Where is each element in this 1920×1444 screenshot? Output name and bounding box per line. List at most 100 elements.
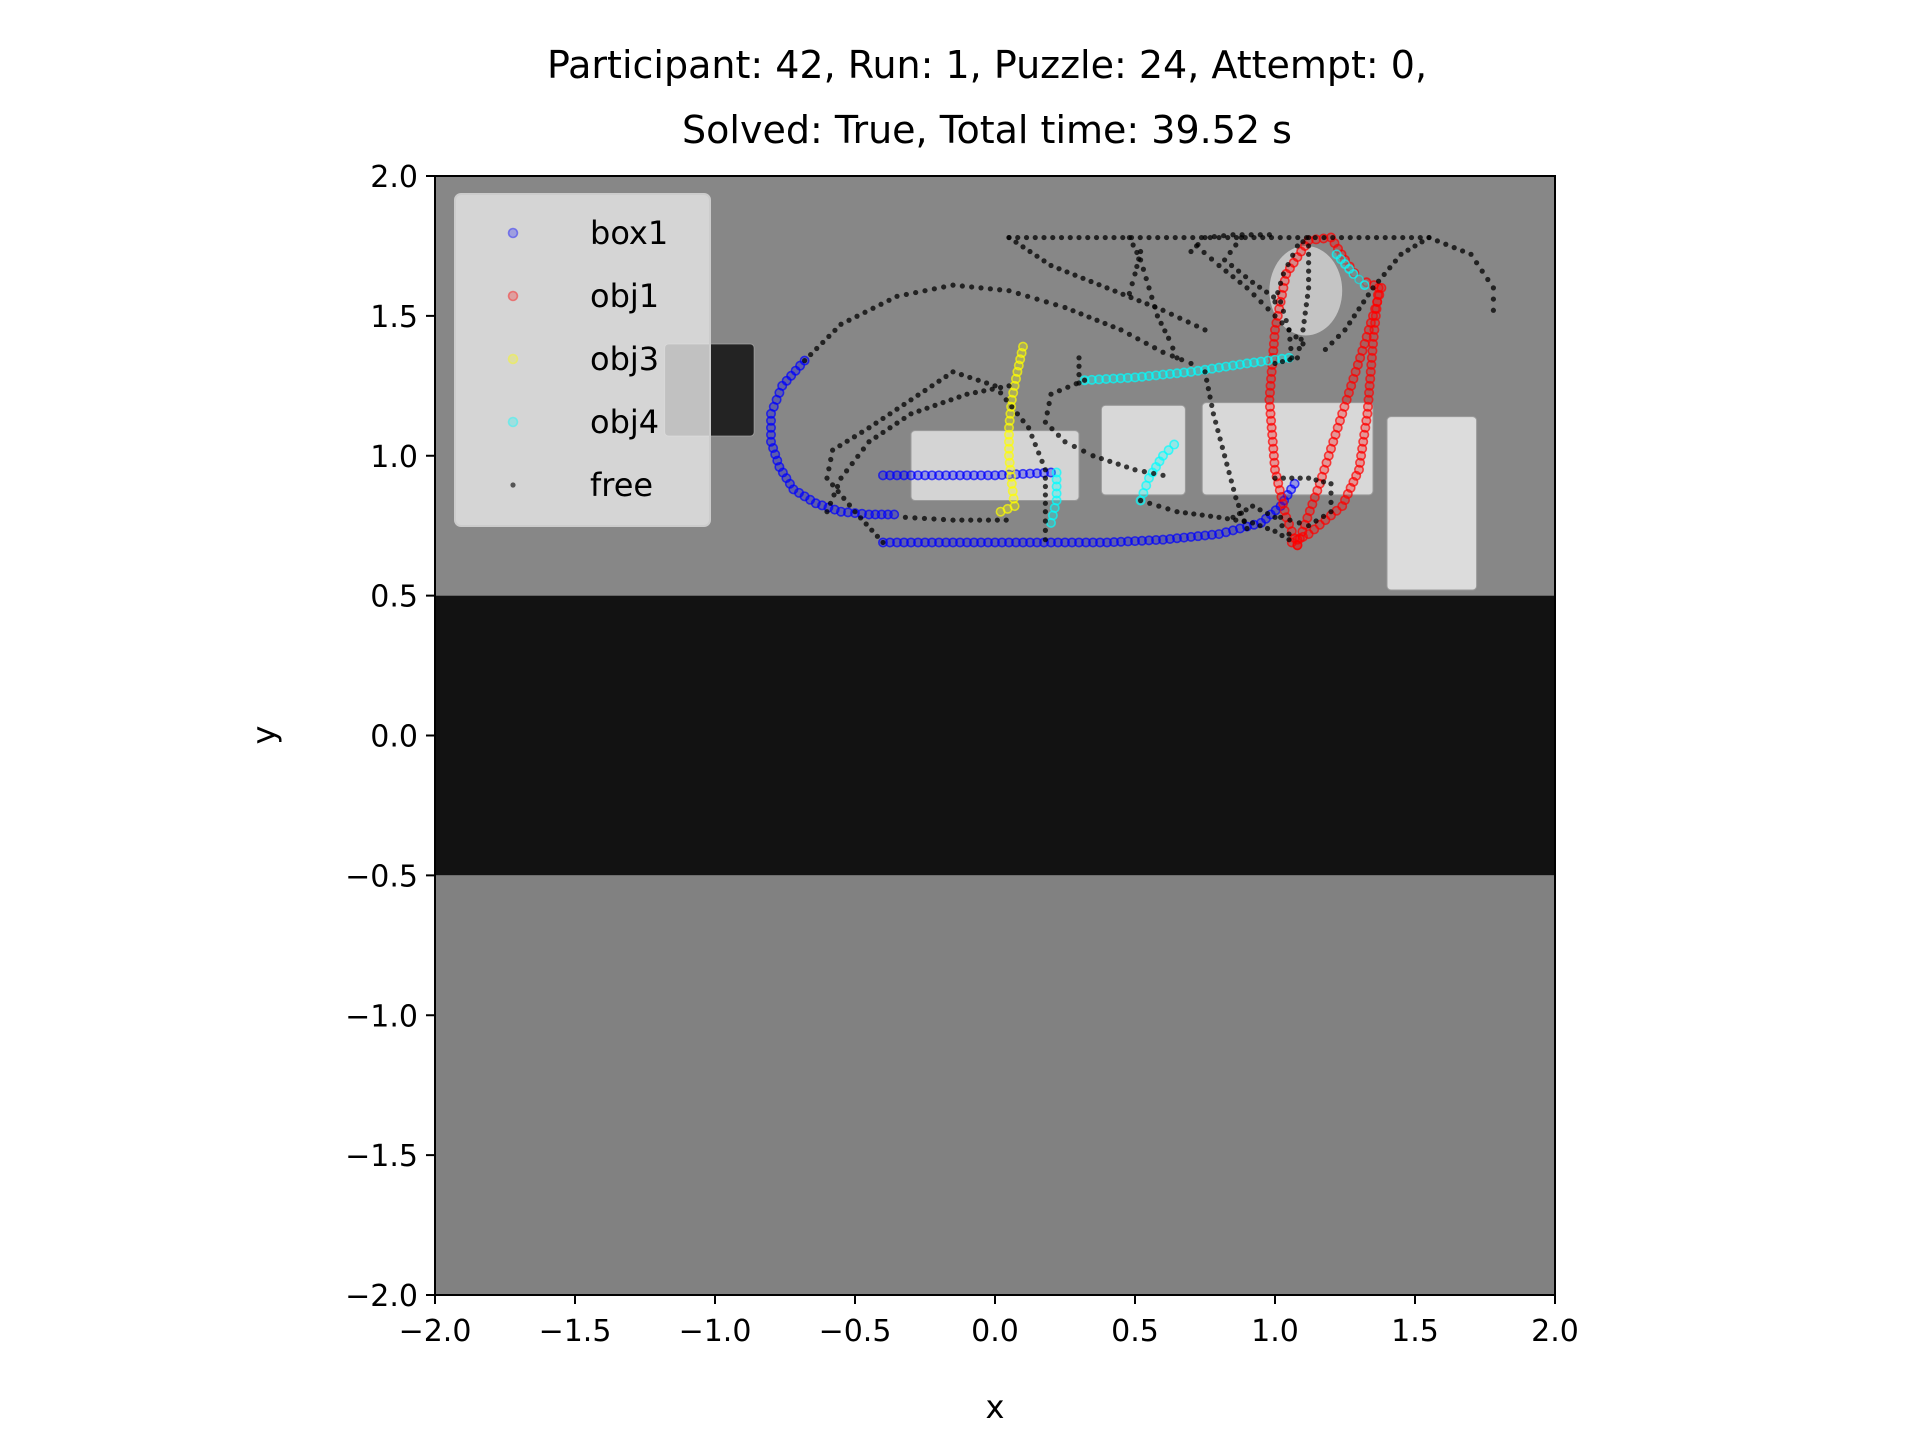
point-free-13-11: [1320, 513, 1327, 519]
point-free-1-50: [1443, 241, 1449, 247]
point-free-3-15: [1342, 327, 1348, 333]
point-free-0-35: [1094, 317, 1100, 323]
point-free-13-15: [1287, 517, 1293, 523]
point-free-0-45: [1179, 357, 1185, 363]
point-free-1-47: [1417, 234, 1423, 241]
point-free-14-21: [1296, 345, 1302, 352]
point-free-8-8: [977, 517, 983, 523]
point-free-6-9: [866, 439, 872, 445]
point-free-13-0: [1272, 475, 1278, 481]
point-free-7-33: [975, 377, 981, 383]
background-region-dark-band-1: [435, 595, 1555, 876]
point-free-14-3: [1280, 271, 1286, 277]
point-free-15-8: [1257, 284, 1263, 290]
point-free-12-16: [1236, 502, 1242, 509]
point-obj4-0-6: [1122, 372, 1133, 383]
point-obj1-1-15: [1364, 387, 1375, 398]
point-box1-0-12: [765, 429, 776, 440]
point-free-4-12: [1166, 335, 1172, 341]
point-box1-2-9: [940, 537, 951, 548]
point-free-7-13: [830, 447, 836, 453]
point-free-0-21: [969, 284, 975, 290]
point-free-12-10: [1222, 453, 1228, 459]
point-free-10-5: [1046, 400, 1052, 407]
point-box1-2-1: [884, 537, 895, 548]
point-box1-2-7: [926, 537, 937, 548]
point-free-7-31: [958, 372, 965, 378]
point-free-14-15: [1304, 293, 1311, 299]
legend-entry-obj4: obj4: [507, 403, 659, 441]
point-obj4-2-7: [1046, 517, 1057, 528]
point-free-10-0: [1082, 377, 1088, 383]
point-free-10-3: [1056, 388, 1062, 394]
point-free-12-8: [1217, 436, 1223, 442]
point-obj3-0-19: [1006, 471, 1017, 482]
point-free-7-17: [859, 429, 865, 435]
point-free-11-3: [1165, 506, 1171, 512]
point-free-0-6: [838, 321, 844, 327]
point-free-14-2: [1278, 280, 1284, 286]
point-box1-2-26: [1060, 537, 1071, 548]
point-free-15-15: [1287, 336, 1293, 342]
point-free-5-10: [1265, 306, 1271, 312]
point-free-3-8: [1376, 278, 1382, 284]
point-box1-2-45: [1193, 531, 1204, 542]
legend-label-obj3: obj3: [590, 340, 659, 378]
point-free-10-18: [1132, 467, 1138, 473]
point-obj1-0-70: [1266, 366, 1277, 377]
point-free-0-36: [1102, 320, 1108, 327]
point-free-18-8: [1230, 514, 1236, 520]
point-free-7-41: [1026, 425, 1032, 431]
point-free-6-23: [972, 389, 979, 396]
point-obj4-0-3: [1101, 374, 1112, 385]
point-obj4-0-7: [1130, 372, 1141, 383]
point-free-6-20: [948, 397, 954, 403]
point-free-2-11: [1088, 278, 1094, 285]
point-free-7-24: [908, 397, 914, 403]
point-free-1-45: [1400, 234, 1406, 241]
point-free-1-31: [1277, 234, 1283, 241]
point-free-1-33: [1295, 234, 1301, 241]
point-box1-1-12: [961, 470, 972, 481]
legend-entry-obj3: obj3: [507, 340, 659, 378]
point-free-1-21: [1190, 234, 1196, 241]
point-free-14-5: [1290, 252, 1296, 258]
point-free-1-26: [1233, 234, 1240, 241]
point-free-6-19: [940, 399, 946, 406]
x-tick-label-0: −2.0: [399, 1314, 472, 1349]
x-tick-label-8: 2.0: [1531, 1314, 1579, 1349]
point-free-3-12: [1356, 306, 1362, 312]
point-free-6-22: [964, 391, 970, 397]
point-obj1-0-71: [1266, 373, 1277, 384]
point-obj4-0-5: [1115, 373, 1126, 384]
point-free-10-21: [1160, 472, 1166, 478]
point-obj3-0-15: [1003, 443, 1014, 454]
point-obj3-0-12: [1003, 422, 1014, 433]
point-free-14-4: [1285, 261, 1291, 268]
point-box1-1-21: [1025, 468, 1036, 479]
point-free-18-3: [1264, 510, 1271, 517]
point-free-5-12: [1279, 320, 1285, 326]
point-free-13-1: [1280, 475, 1286, 481]
point-free-6-11: [880, 429, 886, 436]
point-free-1-52: [1460, 248, 1466, 254]
point-box1-1-6: [919, 470, 930, 481]
point-box1-1-16: [989, 470, 1000, 481]
point-free-2-18: [1144, 301, 1150, 307]
point-obj1-0-83: [1269, 457, 1280, 468]
point-free-6-4: [838, 475, 844, 481]
point-free-3-4: [1398, 251, 1404, 257]
point-obj1-0-75: [1264, 401, 1275, 412]
point-free-16-0: [1188, 248, 1194, 255]
point-free-6-0: [824, 509, 830, 515]
legend: box1 obj1 obj3 obj4 free: [454, 193, 711, 527]
point-box1-2-5: [912, 537, 923, 548]
point-box1-1-0: [877, 470, 888, 481]
point-free-13-10: [1328, 509, 1334, 515]
point-free-14-6: [1294, 243, 1300, 249]
point-obj4-2-1: [1051, 474, 1062, 485]
point-free-2-13: [1104, 285, 1110, 291]
point-box1-2-18: [1003, 537, 1014, 548]
point-box1-1-7: [926, 470, 937, 481]
point-box1-2-37: [1137, 535, 1148, 546]
